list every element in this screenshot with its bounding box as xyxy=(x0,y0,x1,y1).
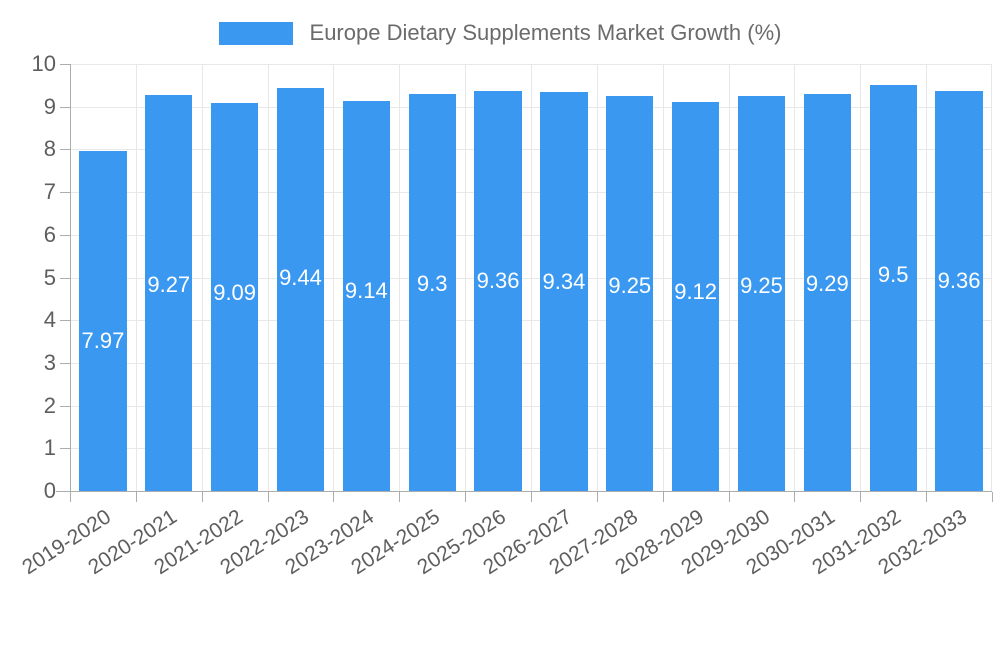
y-axis-tick xyxy=(60,64,70,65)
gridline-vertical xyxy=(729,64,730,491)
gridline-vertical xyxy=(597,64,598,491)
x-axis-tick xyxy=(268,492,269,502)
gridline-vertical xyxy=(268,64,269,491)
bar[interactable] xyxy=(869,85,917,491)
gridline-vertical xyxy=(663,64,664,491)
bar[interactable] xyxy=(342,100,391,491)
bar[interactable] xyxy=(803,94,852,491)
y-axis-tick xyxy=(60,448,70,449)
x-axis-tick xyxy=(663,492,664,502)
gridline-vertical xyxy=(202,64,203,491)
y-axis-tick-label: 0 xyxy=(43,478,56,503)
gridline-vertical xyxy=(926,64,927,491)
y-axis-tick-label: 10 xyxy=(31,51,56,76)
x-axis-line xyxy=(56,491,992,492)
bar[interactable] xyxy=(671,101,720,491)
x-axis-tick xyxy=(202,492,203,502)
gridline-vertical xyxy=(860,64,861,491)
y-axis-tick xyxy=(60,491,70,492)
legend-item[interactable]: Europe Dietary Supplements Market Growth… xyxy=(218,20,782,45)
bar[interactable] xyxy=(79,150,127,491)
y-axis-line xyxy=(70,64,71,492)
y-axis-tick-label: 4 xyxy=(43,307,56,333)
y-axis-tick-label: 5 xyxy=(43,264,56,290)
y-axis-tick-label: 1 xyxy=(43,435,56,461)
y-axis-tick xyxy=(60,406,70,407)
x-axis-tick xyxy=(399,492,400,502)
legend-color-swatch xyxy=(218,21,293,45)
x-axis-tick xyxy=(333,492,334,502)
y-axis-tick xyxy=(60,278,70,279)
bar[interactable] xyxy=(210,102,259,491)
y-axis-tick-label: 8 xyxy=(43,136,56,162)
bar[interactable] xyxy=(474,91,522,491)
gridline-vertical xyxy=(136,64,137,491)
x-axis-tick xyxy=(597,492,598,502)
y-axis-tick xyxy=(60,107,70,108)
y-axis-tick xyxy=(60,320,70,321)
gridline-vertical xyxy=(531,64,532,491)
bar-chart: Europe Dietary Supplements Market Growth… xyxy=(0,0,1000,600)
y-axis-tick xyxy=(60,192,70,193)
y-axis-tick-label: 2 xyxy=(43,392,56,418)
plot-frame-right xyxy=(991,64,992,491)
x-axis-tick xyxy=(70,492,71,502)
y-axis-tick-label: 6 xyxy=(43,221,56,247)
y-axis-tick xyxy=(60,235,70,236)
x-axis-tick xyxy=(729,492,730,502)
y-axis-tick xyxy=(60,363,70,364)
gridline-vertical xyxy=(333,64,334,491)
x-axis-tick xyxy=(136,492,137,502)
x-axis-tick xyxy=(465,492,466,502)
legend-label: Europe Dietary Supplements Market Growth… xyxy=(309,20,782,45)
bar[interactable] xyxy=(408,93,456,491)
gridline-vertical xyxy=(465,64,466,491)
bar[interactable] xyxy=(606,96,654,491)
bar[interactable] xyxy=(276,87,325,491)
x-axis-tick xyxy=(926,492,927,502)
x-axis-tick xyxy=(531,492,532,502)
bar[interactable] xyxy=(737,96,786,491)
bar[interactable] xyxy=(540,92,588,491)
bar[interactable] xyxy=(145,95,193,491)
y-axis-tick xyxy=(60,149,70,150)
plot-area: 7.97 9.27 9.09 9.44 9.14 9.3 9.36 9.34 9.25 9.12 9… xyxy=(70,64,992,492)
x-axis-tick xyxy=(992,492,993,502)
x-axis-tick xyxy=(860,492,861,502)
bar[interactable] xyxy=(935,91,983,491)
gridline-vertical xyxy=(399,64,400,491)
chart-legend: Europe Dietary Supplements Market Growth… xyxy=(0,14,1000,52)
x-axis-tick xyxy=(794,492,795,502)
y-axis-tick-label: 9 xyxy=(43,93,56,119)
y-axis-tick-labels: 0 1 2 3 4 5 6 7 8 9 10 xyxy=(0,0,56,600)
gridline-vertical xyxy=(794,64,795,491)
y-axis-tick-label: 7 xyxy=(43,179,56,205)
y-axis-tick-label: 3 xyxy=(43,349,56,375)
